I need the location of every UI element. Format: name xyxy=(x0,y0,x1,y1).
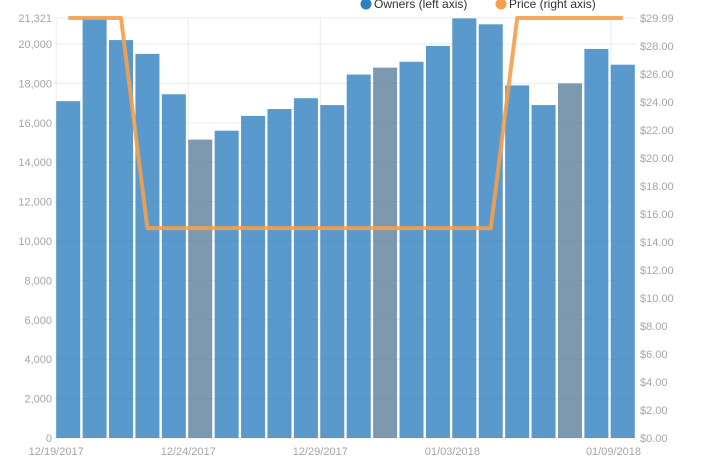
owners-bar[interactable] xyxy=(293,98,318,438)
owners-bar[interactable] xyxy=(610,64,635,439)
owners-bar[interactable] xyxy=(135,53,160,439)
owners-bar[interactable] xyxy=(161,94,186,438)
owners-bar[interactable] xyxy=(478,24,503,439)
price-point[interactable] xyxy=(145,226,149,230)
right-axis-tick-label: $16.00 xyxy=(640,209,674,221)
owners-bar[interactable] xyxy=(109,40,134,438)
left-axis-tick-label: 8,000 xyxy=(24,275,52,287)
price-point[interactable] xyxy=(410,226,414,230)
owners-bar[interactable] xyxy=(346,74,371,438)
left-axis-tick-label: 0 xyxy=(46,433,52,445)
owners-bar[interactable] xyxy=(241,115,266,439)
owners-bar[interactable] xyxy=(214,130,239,439)
right-axis-tick-label: $22.00 xyxy=(640,125,674,137)
price-line xyxy=(66,16,625,231)
right-axis-tick-label: $14.00 xyxy=(640,237,674,249)
owners-bar[interactable] xyxy=(56,101,81,438)
owners-bars xyxy=(56,18,635,439)
x-axis-tick-label: 12/24/2017 xyxy=(161,446,216,458)
legend-marker xyxy=(495,0,507,10)
right-axis-tick-label: $18.00 xyxy=(640,181,674,193)
owners-bar[interactable] xyxy=(531,105,556,439)
price-point[interactable] xyxy=(330,226,334,230)
price-point[interactable] xyxy=(436,226,440,230)
x-axis-tick-label: 12/29/2017 xyxy=(293,446,348,458)
owners-bar[interactable] xyxy=(188,139,213,439)
price-point[interactable] xyxy=(251,226,255,230)
right-axis-tick-label: $2.00 xyxy=(640,405,668,417)
price-point[interactable] xyxy=(304,226,308,230)
right-axis-tick-label: $12.00 xyxy=(640,265,674,277)
price-point[interactable] xyxy=(93,16,97,20)
left-axis-tick-label: 20,000 xyxy=(18,39,52,51)
price-point[interactable] xyxy=(119,16,123,20)
right-axis-tick-label: $20.00 xyxy=(640,153,674,165)
owners-bar[interactable] xyxy=(373,67,398,439)
left-axis-tick-label: 10,000 xyxy=(18,236,52,248)
price-series-line xyxy=(68,16,623,231)
right-axis-tick-label: $8.00 xyxy=(640,321,668,333)
owners-bar[interactable] xyxy=(320,105,345,439)
owners-bar[interactable] xyxy=(399,61,424,439)
left-axis-tick-label: 21,321 xyxy=(18,13,52,25)
x-axis: 12/19/2017 12/24/2017 12/29/2017 01/03/2018… xyxy=(29,446,641,458)
price-point[interactable] xyxy=(462,226,466,230)
price-point[interactable] xyxy=(383,226,387,230)
owners-bar[interactable] xyxy=(505,85,530,439)
legend-item-owners[interactable]: Owners (left axis) xyxy=(360,0,468,11)
price-point[interactable] xyxy=(225,226,229,230)
owners-bar[interactable] xyxy=(425,45,450,438)
price-point[interactable] xyxy=(621,16,625,20)
left-axis-tick-label: 2,000 xyxy=(24,394,52,406)
x-axis-tick-label: 01/09/2018 xyxy=(586,446,641,458)
legend: Owners (left axis) Price (right axis) xyxy=(360,0,596,11)
owners-bar[interactable] xyxy=(82,18,107,439)
left-axis-tick-label: 16,000 xyxy=(18,118,52,130)
right-axis-tick-label: $24.00 xyxy=(640,97,674,109)
left-axis-tick-label: 4,000 xyxy=(24,354,52,366)
legend-label: Price (right axis) xyxy=(509,0,596,11)
legend-label: Owners (left axis) xyxy=(374,0,467,11)
left-axis-tick-label: 18,000 xyxy=(18,78,52,90)
price-point[interactable] xyxy=(489,226,493,230)
legend-item-price[interactable]: Price (right axis) xyxy=(495,0,596,11)
price-point[interactable] xyxy=(277,226,281,230)
right-axis-tick-label: $0.00 xyxy=(640,433,668,445)
left-axis: 0 2,000 4,000 6,000 8,000 10,000 12,000 14,000 1… xyxy=(18,13,52,445)
price-point[interactable] xyxy=(594,16,598,20)
right-axis-tick-label: $26.00 xyxy=(640,69,674,81)
price-point[interactable] xyxy=(198,226,202,230)
owners-bar[interactable] xyxy=(557,83,582,438)
price-point[interactable] xyxy=(568,16,572,20)
right-axis-tick-label: $6.00 xyxy=(640,349,668,361)
price-point[interactable] xyxy=(66,16,70,20)
left-axis-tick-label: 14,000 xyxy=(18,157,52,169)
x-axis-tick-label: 01/03/2018 xyxy=(425,446,480,458)
right-axis-tick-label: $29.99 xyxy=(640,13,674,25)
right-axis: $0.00 $2.00 $4.00 $6.00 $8.00 $10.00 $12.00 $14… xyxy=(640,13,674,445)
left-axis-tick-label: 6,000 xyxy=(24,315,52,327)
price-point[interactable] xyxy=(542,16,546,20)
price-point[interactable] xyxy=(357,226,361,230)
owners-bar[interactable] xyxy=(267,109,292,438)
left-axis-tick-label: 12,000 xyxy=(18,197,52,209)
right-axis-tick-label: $10.00 xyxy=(640,293,674,305)
legend-marker xyxy=(360,0,372,10)
owners-bar[interactable] xyxy=(584,48,609,438)
x-axis-tick-label: 12/19/2017 xyxy=(29,446,84,458)
right-axis-tick-label: $4.00 xyxy=(640,377,668,389)
right-axis-tick-label: $28.00 xyxy=(640,41,674,53)
price-point[interactable] xyxy=(172,226,176,230)
price-point[interactable] xyxy=(515,16,519,20)
